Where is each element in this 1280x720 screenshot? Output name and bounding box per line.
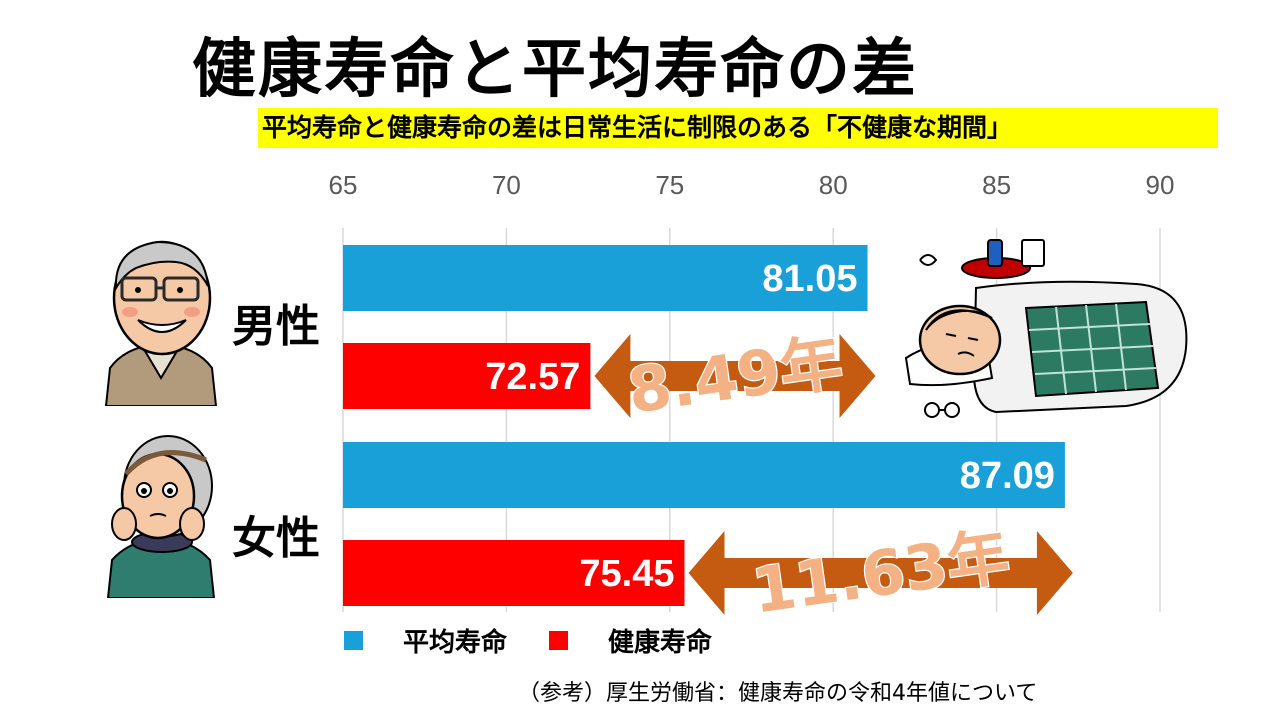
x-tick-label: 75 [655,170,684,200]
legend-label-avg: 平均寿命 [403,627,508,658]
elderly-woman-illustration [106,435,216,598]
subtitle-banner: 平均寿命と健康寿命の差は日常生活に制限のある「不健康な期間」 [258,108,1218,148]
gap-label: 11.63年 [748,519,1014,627]
bar [343,245,868,311]
x-tick-label: 65 [329,170,358,200]
bar-value-label: 72.57 [485,356,580,398]
group-label-female: 女性 [232,513,320,564]
bar-value-label: 75.45 [579,553,674,595]
bedridden-man-illustration [904,239,1188,418]
legend-swatch-healthy [549,630,569,650]
legend-swatch-avg [344,630,363,650]
x-tick-label: 70 [492,170,521,200]
gap-arrow [594,334,876,418]
source-note: （参考）厚生労働省：健康寿命の令和4年値について [518,681,1038,706]
bar [343,540,685,606]
legend-label-healthy: 健康寿命 [608,627,713,658]
chart-legend: 平均寿命 健康寿命 [344,622,754,658]
page-title: 健康寿命と平均寿命の差 [192,33,918,107]
x-tick-label: 85 [982,170,1011,200]
bar [343,343,591,409]
legend-item-avg: 平均寿命 [344,622,507,659]
gap-label: 8.49年 [623,325,846,427]
x-tick-label: 90 [1146,170,1175,200]
gap-arrow [688,531,1073,615]
bar-value-label: 81.05 [762,258,857,300]
elderly-man-illustration [104,240,218,406]
bar [343,442,1065,508]
group-label-male: 男性 [232,301,320,352]
legend-item-healthy: 健康寿命 [549,622,712,659]
x-tick-label: 80 [819,170,848,200]
bar-value-label: 87.09 [960,455,1055,497]
